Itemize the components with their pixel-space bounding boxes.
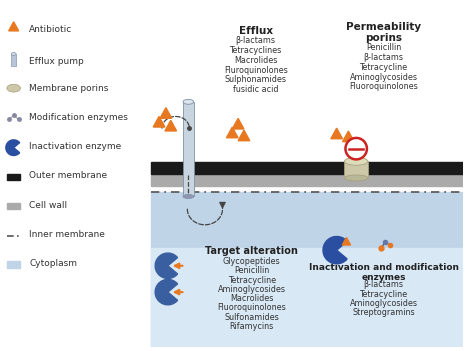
Bar [7,174,20,180]
Ellipse shape [183,194,194,198]
Text: Fluoroquinolones: Fluoroquinolones [349,82,418,91]
Bar [7,261,20,268]
Polygon shape [232,118,244,129]
Text: fusidic acid: fusidic acid [233,85,278,94]
Polygon shape [9,22,18,31]
Text: Macrolides: Macrolides [230,294,273,303]
Text: β-lactams: β-lactams [236,37,276,45]
Text: Inner membrane: Inner membrane [29,230,105,239]
Text: Macrolides: Macrolides [234,56,277,65]
Text: Cell wall: Cell wall [29,201,67,210]
Text: Tetracycline: Tetracycline [359,290,408,299]
Bar [345,161,368,178]
Polygon shape [343,131,354,142]
Text: Aminoglycosides: Aminoglycosides [349,73,418,81]
Bar [183,102,194,197]
Ellipse shape [183,99,194,104]
Text: Tetracycline: Tetracycline [359,63,408,72]
Text: Aminoglycosides: Aminoglycosides [349,299,418,308]
Text: β-lactams: β-lactams [364,280,403,290]
Text: Tetracycline: Tetracycline [228,276,276,285]
Text: Sulfonamides: Sulfonamides [224,313,279,322]
Polygon shape [238,130,250,141]
Text: Glycopeptides: Glycopeptides [223,257,281,266]
Circle shape [346,138,367,159]
Wedge shape [6,140,19,155]
Ellipse shape [345,175,368,181]
Text: Modification enzymes: Modification enzymes [29,113,128,122]
Wedge shape [155,253,178,278]
Polygon shape [160,108,172,118]
Text: Outer membrane: Outer membrane [29,172,108,180]
Bar [11,54,16,66]
Text: Membrane porins: Membrane porins [29,84,109,93]
Text: Permeability
porins: Permeability porins [346,22,421,44]
Text: Target alteration: Target alteration [205,246,298,256]
Text: Aminoglycosides: Aminoglycosides [218,285,286,294]
Text: Streptogramins: Streptogramins [352,308,415,317]
Text: Antibiotic: Antibiotic [29,25,73,34]
Ellipse shape [11,53,16,55]
Text: Inactivation enzyme: Inactivation enzyme [29,142,121,151]
Text: Fluoroquinolones: Fluoroquinolones [218,303,286,312]
Text: Efflux pump: Efflux pump [29,57,84,66]
Polygon shape [342,238,351,245]
Polygon shape [331,128,343,139]
Text: Penicillin: Penicillin [366,43,401,52]
Polygon shape [153,117,165,127]
Ellipse shape [7,84,20,92]
Ellipse shape [345,158,368,165]
Bar [7,203,20,209]
Polygon shape [227,127,238,138]
Text: Fluroquinolones: Fluroquinolones [224,66,288,75]
Bar [151,192,463,347]
Bar [151,162,463,174]
Text: Tetracyclines: Tetracyclines [229,46,282,55]
Text: Efflux: Efflux [238,26,273,36]
Text: Rifamycins: Rifamycins [229,322,274,331]
Polygon shape [165,120,177,131]
Bar [151,248,463,347]
Text: Sulphonamides: Sulphonamides [225,75,287,85]
Wedge shape [323,237,347,264]
Bar [151,174,463,186]
Text: Inactivation and modification
enzymes: Inactivation and modification enzymes [309,263,458,282]
Text: Penicillin: Penicillin [234,266,269,275]
Text: β-lactams: β-lactams [364,53,403,62]
Wedge shape [155,279,178,305]
Bar [151,4,463,162]
Text: Cytoplasm: Cytoplasm [29,259,77,268]
